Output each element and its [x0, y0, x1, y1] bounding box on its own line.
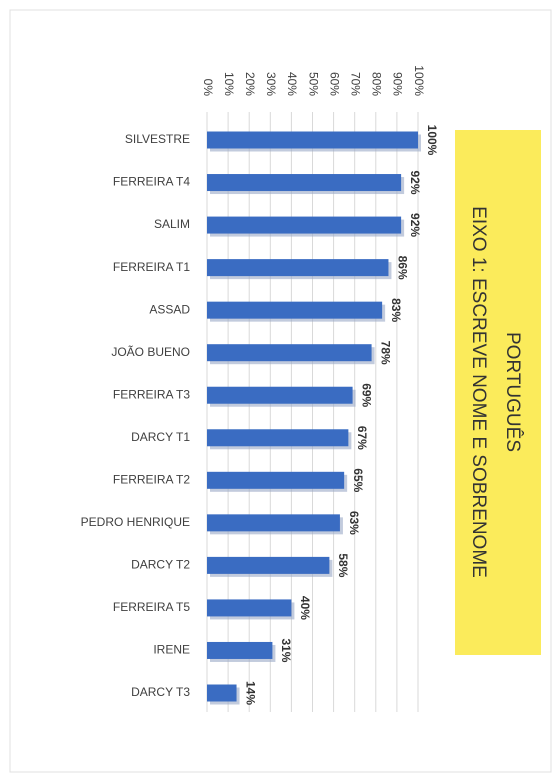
x-tick-label: 20%: [243, 72, 257, 96]
data-label: 83%: [389, 298, 403, 322]
data-label: 92%: [408, 213, 422, 237]
bar: [207, 599, 292, 617]
y-tick-label: FERREIRA T3: [113, 387, 190, 401]
bar: [207, 684, 237, 702]
bar: [207, 174, 402, 192]
title-box: [455, 130, 541, 655]
data-label: 65%: [351, 468, 365, 492]
data-label: 67%: [355, 426, 369, 450]
y-tick-label: SALIM: [154, 217, 190, 231]
x-tick-label: 100%: [412, 65, 426, 96]
frame: [9, 9, 552, 773]
x-tick-label: 70%: [349, 72, 363, 96]
x-tick-label: 10%: [222, 72, 236, 96]
y-tick-label: FERREIRA T5: [113, 600, 190, 614]
data-label: 14%: [243, 681, 257, 705]
chart-subtitle: EIXO 1: ESCREVE NOME E SOBRENOME: [468, 206, 489, 578]
data-label: 63%: [347, 511, 361, 535]
x-tick-label: 0%: [201, 79, 215, 97]
y-tick-label: DARCY T2: [131, 558, 190, 572]
x-tick-label: 30%: [264, 72, 278, 96]
y-tick-label: ASSAD: [149, 302, 190, 316]
y-tick-label: FERREIRA T4: [113, 175, 190, 189]
y-tick-label: SILVESTRE: [125, 132, 190, 146]
y-tick-label: IRENE: [153, 643, 190, 657]
data-label: 78%: [378, 341, 392, 365]
data-label: 40%: [298, 596, 312, 620]
data-label: 69%: [359, 383, 373, 407]
x-tick-label: 40%: [285, 72, 299, 96]
x-tick-label: 90%: [391, 72, 405, 96]
x-tick-label: 80%: [370, 72, 384, 96]
y-tick-label: FERREIRA T1: [113, 260, 190, 274]
bar: [207, 344, 372, 362]
bar: [207, 514, 340, 532]
data-label: 92%: [408, 171, 422, 195]
x-tick-label: 60%: [327, 72, 341, 96]
y-tick-label: DARCY T1: [131, 430, 190, 444]
y-tick-label: DARCY T3: [131, 685, 190, 699]
data-label: 86%: [395, 256, 409, 280]
bar: [207, 216, 402, 234]
bar: [207, 471, 345, 489]
data-label: 100%: [425, 125, 439, 156]
bar: [207, 641, 273, 659]
y-tick-label: FERREIRA T2: [113, 472, 190, 486]
bar: [207, 301, 383, 319]
bar: [207, 429, 349, 447]
bar: [207, 556, 330, 574]
x-tick-label: 50%: [306, 72, 320, 96]
bar: [207, 131, 418, 149]
y-tick-label: JOÃO BUENO: [111, 345, 190, 359]
chart-title: PORTUGUÊS: [502, 332, 524, 452]
bar: [207, 259, 389, 277]
data-label: 58%: [336, 553, 350, 577]
data-label: 31%: [279, 638, 293, 662]
y-tick-label: PEDRO HENRIQUE: [81, 515, 190, 529]
bar: [207, 386, 353, 404]
